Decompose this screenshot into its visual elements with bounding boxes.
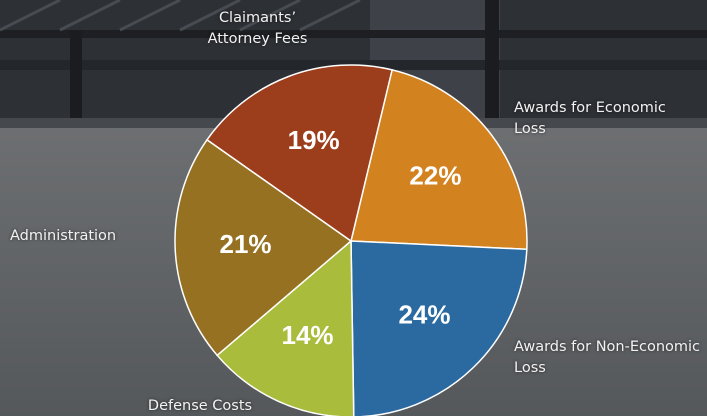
data-label: 24% <box>398 300 450 330</box>
category-label: Claimants’ Attorney Fees <box>190 8 325 50</box>
page: 22% 24% 14% 21% 19% Awards for Economic Loss… <box>0 0 707 416</box>
data-label: 21% <box>219 229 271 259</box>
data-label: 22% <box>409 160 461 190</box>
data-label: 19% <box>288 125 340 155</box>
category-label: Administration <box>10 226 160 247</box>
pie: 22% 24% 14% 21% 19% <box>175 65 527 416</box>
category-label: Defense Costs <box>120 396 280 417</box>
data-label: 14% <box>282 320 334 350</box>
category-label: Awards for Non-Economic Loss <box>514 337 704 379</box>
category-label: Awards for Economic Loss <box>514 98 674 140</box>
